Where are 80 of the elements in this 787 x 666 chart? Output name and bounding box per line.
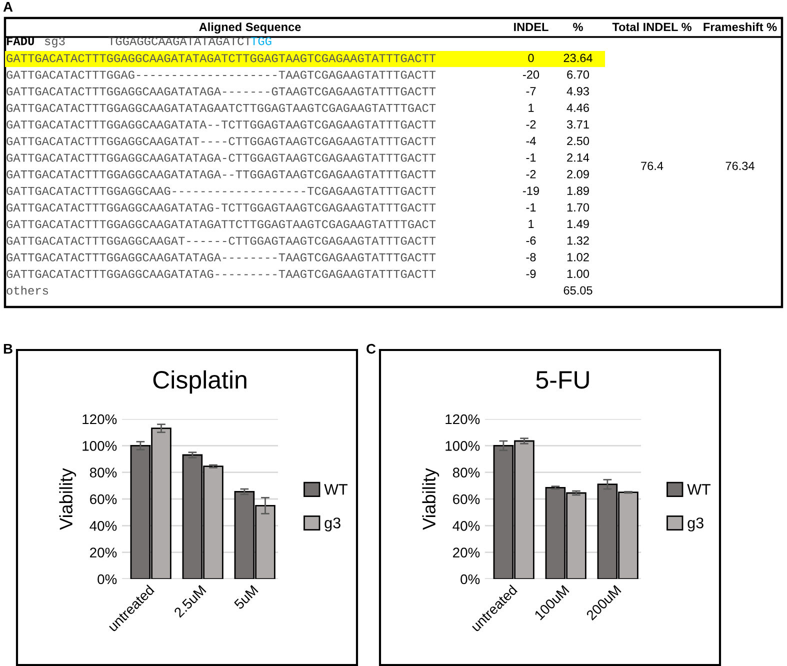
legend-label: WT (324, 484, 348, 495)
text: 76.34 (726, 162, 754, 170)
category-label: GATTGACATACTTTGGAGGCAAGATATAG-TCTTGGAGTAAGTCGAGAAGTATTTGACTT (6, 204, 436, 212)
y-tick-label: 100% (82, 441, 117, 451)
y-tick-label: 0% (98, 574, 117, 584)
y-tick-label: 0% (460, 574, 480, 584)
category-label: others (6, 286, 48, 295)
legend-label: g3 (688, 518, 704, 532)
category-label: % (573, 22, 583, 32)
y-axis-title: Viability (422, 468, 440, 530)
text: 65.05 (564, 286, 592, 295)
text: TGG (250, 37, 272, 46)
y-tick-label: 80% (90, 468, 117, 478)
text: -1 (526, 154, 536, 162)
y-tick-label: 20% (90, 548, 117, 558)
category-label: INDEL (514, 22, 548, 32)
chart-title: 5-FU (536, 371, 589, 389)
text: -1 (526, 203, 536, 212)
text: 1.49 (567, 220, 589, 228)
chart-title: Cisplatin (153, 370, 246, 394)
text: 0 (528, 54, 534, 62)
text: 76.4 (641, 162, 664, 170)
y-axis-title: Viability (59, 468, 76, 530)
category-label: GATTGACATACTTTGGAGGCAAGAT------CTTGGAGTAAGTCGAGAAGTATTTGACTT (6, 236, 436, 245)
category-label: GATTGACATACTTTGGAG--------------------TAAGTCGAGAAGTATTTGACTT (6, 70, 436, 79)
y-tick-label: 40% (90, 521, 117, 531)
category-label: GATTGACATACTTTGGAGGCAAGATATAGA--TTGGAGTAAGTCGAGAAGTATTTGACTT (6, 170, 436, 178)
category-label: GATTGACATACTTTGGAGGCAAGATATAGA-CTTGGAGTAAGTCGAGAAGTATTTGACTT (6, 154, 436, 162)
text: 4.93 (566, 87, 589, 96)
category-label: GATTGACATACTTTGGAGGCAAGATATAGAATCTTGGAGTAAGTCGAGAAGTATTTGACT (6, 104, 436, 112)
category-label: GATTGACATACTTTGGAGGCAAGATATAGA-------GTAAGTCGAGAAGTATTTGACTT (6, 87, 436, 96)
category-label: Frameshift % (704, 22, 777, 32)
text: 6.70 (567, 70, 590, 79)
text: 2.09 (567, 170, 589, 178)
category-label: GATTGACATACTTTGGAGGCAAG-------------------TCGAGAAGTATTTGACTT (6, 186, 436, 196)
category-label: GATTGACATACTTTGGAGGCAAGATAT----CTTGGAGTAAGTCGAGAAGTATTTGACTT (6, 137, 436, 146)
category-label: Aligned Sequence (199, 22, 301, 34)
y-tick-label: 60% (90, 494, 117, 504)
text: FADU (6, 37, 34, 46)
text: 2.50 (567, 136, 590, 146)
text: C (366, 344, 376, 354)
text: A (3, 2, 13, 12)
text: 2.14 (567, 153, 590, 162)
text: 1.89 (567, 186, 589, 195)
text: 4.46 (566, 104, 589, 112)
legend-label: WT (687, 484, 710, 495)
y-tick-label: 60% (453, 494, 480, 504)
y-tick-label: 40% (452, 521, 480, 531)
category-label: GATTGACATACTTTGGAGGCAAGATATAGA--------TAAGTCGAGAAGTATTTGACTT (6, 253, 436, 262)
y-tick-label: 80% (452, 468, 480, 478)
text: -8 (526, 253, 536, 262)
text: B (4, 344, 12, 354)
y-tick-label: 20% (453, 548, 480, 558)
text: TGGAGGCAAGATATAGATCT (108, 37, 251, 46)
category-label: GATTGACATACTTTGGAGGCAAGATATAGATTCTTGGAGTAAGTCGAGAAGTATTTGACT (6, 220, 436, 228)
text: 1.32 (567, 236, 589, 245)
y-tick-label: 120% (82, 414, 117, 424)
text: 3.71 (566, 120, 589, 129)
text: 23.64 (564, 54, 592, 62)
text: -19 (522, 186, 539, 195)
text: 1 (528, 220, 534, 228)
category-label: GATTGACATACTTTGGAGGCAAGATATA--TCTTGGAGTAAGTCGAGAAGTATTTGACTT (6, 120, 436, 129)
text: -9 (526, 270, 536, 278)
text: -2 (526, 120, 536, 128)
text: 1 (528, 104, 534, 112)
text: -6 (526, 236, 536, 245)
text: 1.02 (567, 253, 589, 262)
text: 1.70 (567, 203, 590, 212)
text: 1.00 (567, 270, 590, 278)
text: -20 (522, 70, 540, 79)
text: -7 (526, 87, 536, 96)
legend-label: g3 (324, 518, 340, 532)
y-tick-label: 120% (446, 414, 480, 424)
category-label: GATTGACATACTTTGGAGGCAAGATATAGATCTTGGAGTAAGTCGAGAAGTATTTGACTT (6, 54, 436, 62)
category-label: GATTGACATACTTTGGAGGCAAGATATAG---------TAAGTCGAGAAGTATTTGACTT (6, 270, 436, 278)
y-tick-label: 100% (446, 441, 480, 451)
text: sg3 (44, 37, 65, 48)
category-label: Total INDEL % (612, 22, 692, 32)
text: -4 (526, 136, 536, 146)
text: -2 (526, 170, 536, 178)
